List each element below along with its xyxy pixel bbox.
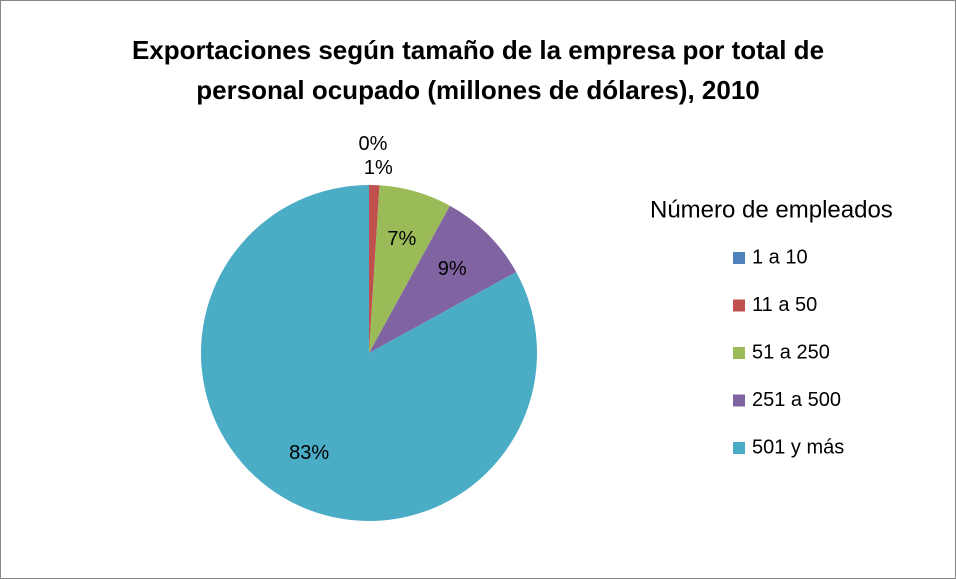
data-label: 7%: [387, 228, 416, 250]
legend-label: 501 y más: [752, 436, 844, 458]
data-label: 83%: [289, 443, 329, 465]
data-label: 1%: [364, 157, 393, 179]
legend-swatch: [733, 394, 745, 407]
data-label-value: 1: [364, 157, 375, 179]
data-label: 9%: [438, 258, 467, 280]
data-label: 0%: [359, 133, 388, 155]
data-label-unit: %: [370, 133, 388, 155]
pie-slice: [369, 205, 517, 353]
data-label-unit: %: [449, 258, 467, 280]
legend-swatch: [733, 347, 745, 359]
legend-label: 11 a 50: [752, 294, 817, 316]
pie-slice: [201, 185, 538, 522]
data-label-value: 83: [289, 443, 311, 465]
pie-slice: [369, 185, 380, 353]
data-label-unit: %: [375, 157, 393, 179]
data-label-value: 9: [438, 258, 449, 280]
legend-swatch: [733, 442, 745, 454]
legend-label: 1 a 10: [752, 246, 808, 268]
data-label-value: 0: [359, 133, 370, 155]
chart-title: Exportaciones según tamaño de la empresa…: [131, 35, 825, 105]
pie-slice: [369, 185, 450, 353]
legend-swatch: [733, 252, 745, 264]
data-label-value: 7: [387, 228, 398, 250]
legend-swatch: [733, 299, 745, 312]
data-label-unit: %: [311, 443, 329, 465]
legend-label: 251 a 500: [752, 389, 841, 411]
legend-title: Número de empleados: [650, 196, 893, 223]
legend-label: 51 a 250: [752, 341, 830, 363]
data-label-unit: %: [398, 228, 416, 250]
